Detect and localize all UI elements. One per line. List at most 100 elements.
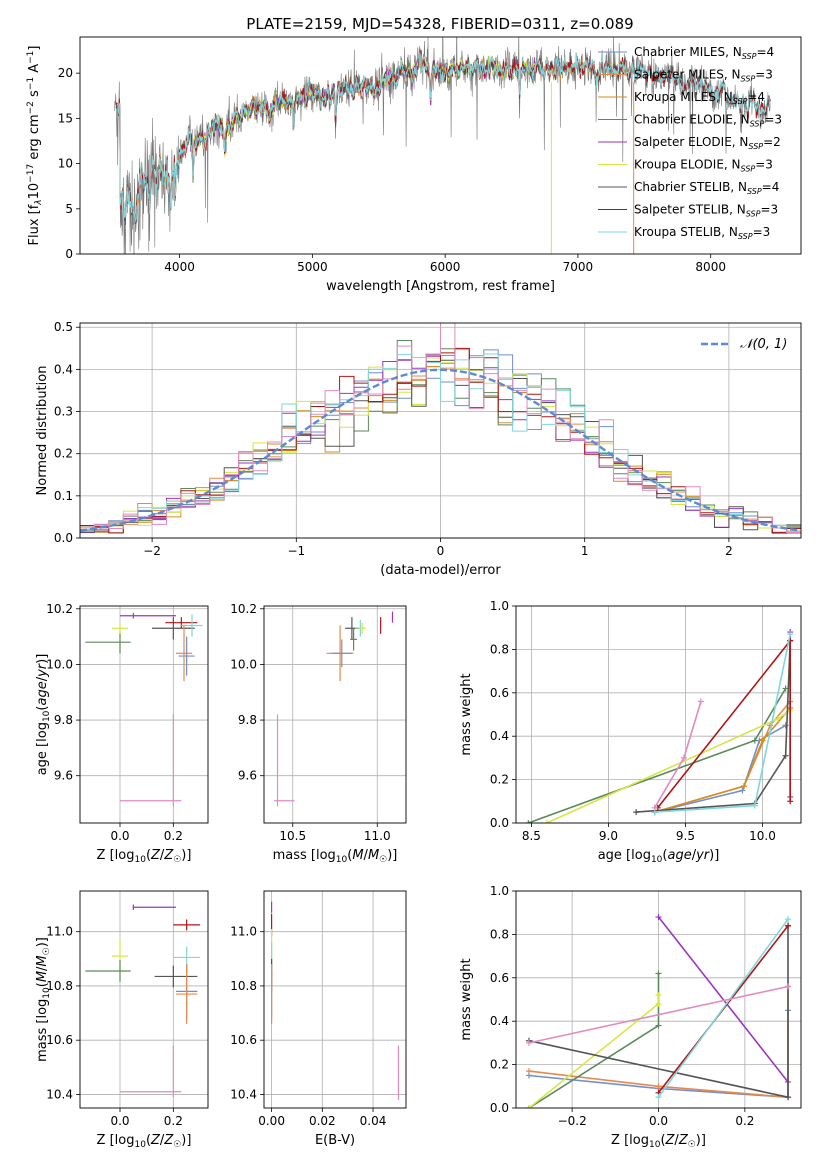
plot-area-age_vs_mass [274,611,394,807]
weight-line-kroupa-stelib [657,918,789,1098]
x-tick-label: 6000 [430,260,461,274]
y-axis-label: mass weight [459,673,474,755]
axes-frame [263,605,407,824]
axes-frame [263,890,407,1109]
legend-entry: Salpeter MILES, NSSP=3 [634,68,773,84]
weight-marker [787,798,794,805]
weight-marker [785,916,792,923]
weight-marker [739,787,746,794]
histogram-salpeter-stelib [80,348,801,534]
weight-marker [785,922,792,929]
x-axis-label: (data-model)/error [380,563,501,578]
plot-area-mass_vs_Z [85,904,200,1098]
axes-mass_vs_EBV: 0.00 0.02 0.04 10.4 10.6 10.8 11.0 E(B-V) [230,890,407,1148]
y-tick-label: 11.0 [46,925,73,939]
weight-marker [525,1039,532,1046]
weight-marker [759,737,766,744]
y-tick-label: 9.6 [54,769,73,783]
y-tick-label: 10.0 [46,657,73,671]
legend-entry: Salpeter STELIB, NSSP=3 [634,203,778,219]
weight-marker [655,1094,662,1101]
y-tick-label: 10.4 [46,1087,73,1101]
x-axis-label: E(B-V) [315,1133,355,1148]
weight-marker [655,1022,662,1029]
y-tick-label: 0.2 [490,1058,509,1072]
x-tick-label: 0.0 [110,829,129,843]
legend-entry: Chabrier MILES, NSSP=4 [634,45,774,61]
axes-frame [79,36,802,255]
weight-line-pink [653,701,702,809]
axes-age_vs_Z: 0.0 0.2 9.6 9.8 10.0 10.2 Z [log10(Z/Z☉)] age [… [35,602,209,865]
x-tick-label: 0.0 [649,1114,668,1128]
figure-title: PLATE=2159, MJD=54328, FIBERID=0311, z=0… [246,15,633,33]
x-tick-label: 0.04 [360,1114,387,1128]
legend-entry: Kroupa ELODIE, NSSP=3 [634,158,773,174]
weight-marker [525,820,532,823]
y-tick-label: 10.0 [230,657,257,671]
x-tick-label: 9.0 [599,829,618,843]
y-tick-label: 9.6 [238,769,257,783]
weight-marker [680,754,687,761]
weight-marker [655,1000,662,1007]
x-tick-label: 8000 [695,260,726,274]
y-tick-label: 9.8 [238,713,257,727]
y-tick-label: 10.2 [46,602,73,616]
y-tick-label: 0.2 [54,447,73,461]
x-tick-label: 9.5 [676,829,695,843]
errorbar-point [112,622,128,634]
y-tick-label: 10.6 [46,1033,73,1047]
y-tick-label: 0.8 [490,642,509,656]
y-tick-label: 0.2 [490,773,509,787]
x-axis-label: mass [log10(M/M☉)] [273,848,398,865]
axes-frame [515,890,802,1109]
axes-residuals: −2 −1 0 1 2 0.0 0.1 0.2 0.3 0.4 0.5 𝒩(0, 1) (data-mo… [35,320,802,578]
weight-line-chabrier-miles [654,724,786,813]
weight-line-kroupa-miles [654,707,791,813]
x-tick-label: 8.5 [522,829,541,843]
weight-marker [525,1068,532,1075]
y-tick-label: 9.8 [54,713,73,727]
plot-area-residuals [80,323,801,534]
errorbar-point [350,628,357,651]
y-tick-label: 0.0 [54,531,73,545]
x-axis-label: Z [log10(Z/Z☉)] [97,1133,192,1150]
weight-line-chabrier-stelib [636,640,791,813]
weight-line-chabrier-elodie [528,973,660,1108]
y-axis-label: age [log10(age/yr)] [35,654,52,776]
weight-line-pink [528,985,789,1044]
weight-marker [751,802,758,809]
y-tick-label: 10.8 [46,979,73,993]
y-tick-label: 10.4 [230,1087,257,1101]
y-tick-label: 10.8 [230,979,257,993]
y-tick-label: 0.4 [490,729,509,743]
weight-marker [774,715,781,722]
weight-marker [633,809,640,816]
weight-marker [782,752,789,759]
axes-spectrum: 4000 5000 6000 7000 8000 0 5 10 15 20 Chabrier MIL… [26,36,802,294]
x-axis-label: Z [log10(Z/Z☉)] [97,848,192,865]
plot-area-weight_vs_age [525,629,794,823]
y-axis-label: mass [log10(M/M☉)] [35,937,52,1062]
x-tick-label: 0 [437,544,445,558]
x-axis-label: Z [log10(Z/Z☉)] [611,1133,706,1150]
plot-area-age_vs_Z [85,612,203,807]
axes-mass_vs_Z: 0.0 0.2 10.4 10.6 10.8 11.0 Z [log10(Z/Z☉)] mas… [35,890,209,1150]
legend-entry: Kroupa MILES, NSSP=4 [634,90,765,106]
y-tick-label: 0.1 [54,489,73,503]
y-tick-label: 0.0 [490,1101,509,1115]
weight-marker [785,983,792,990]
weight-marker [655,970,662,977]
errorbar-point [120,612,176,619]
errorbar-point [178,636,195,676]
x-tick-label: −2 [143,544,161,558]
errorbar-point [120,1045,182,1098]
y-tick-label: 0.6 [490,971,509,985]
x-tick-label: 2 [725,544,733,558]
errorbar-point [132,904,176,910]
errorbar-point [120,714,182,807]
weight-marker [751,737,758,744]
weight-marker [651,804,658,811]
x-axis-label: age [log10(age/yr)] [598,848,720,865]
y-tick-label: 0.6 [490,686,509,700]
